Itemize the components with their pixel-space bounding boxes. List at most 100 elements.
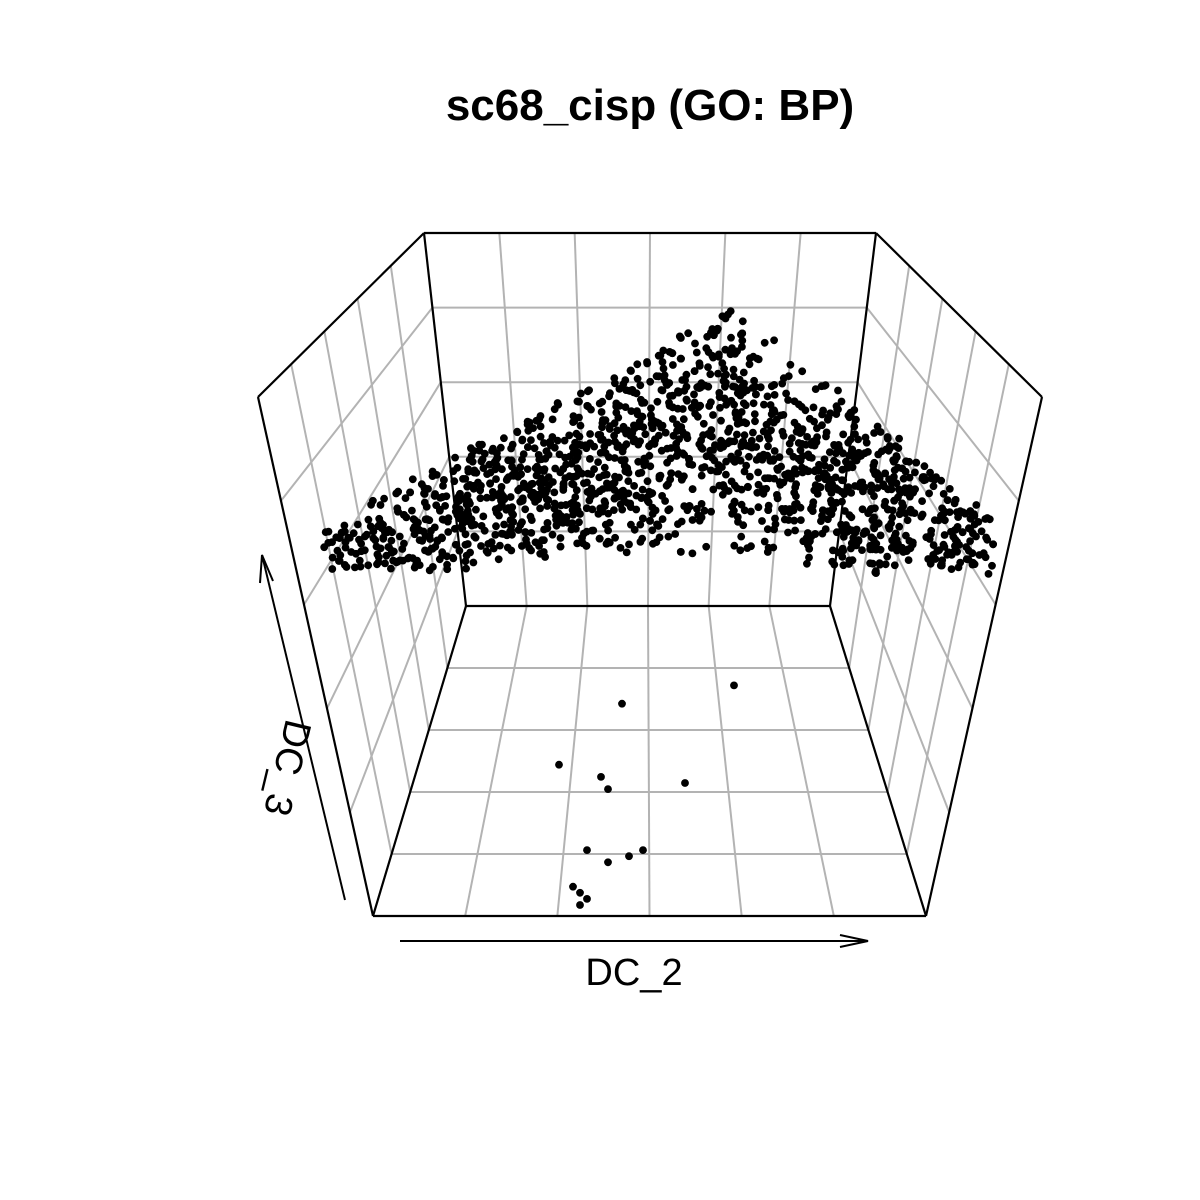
data-point — [549, 478, 557, 486]
data-point — [784, 396, 792, 404]
data-point — [541, 488, 550, 497]
data-point — [798, 440, 807, 448]
data-point — [617, 456, 626, 465]
data-point — [679, 415, 688, 424]
data-point — [848, 445, 857, 454]
data-point — [668, 391, 677, 400]
data-point — [768, 406, 777, 415]
data-point — [527, 436, 535, 444]
data-point — [336, 533, 344, 542]
data-point — [838, 544, 847, 553]
data-point — [516, 497, 525, 506]
data-point — [646, 517, 654, 525]
data-point — [522, 540, 531, 548]
data-point — [603, 538, 612, 547]
data-point — [821, 475, 830, 484]
data-point — [658, 492, 666, 500]
data-point — [845, 451, 854, 460]
data-point — [773, 491, 781, 499]
data-point — [852, 415, 860, 424]
data-point — [862, 438, 871, 447]
data-point — [542, 495, 551, 504]
data-point — [643, 359, 652, 368]
data-point — [977, 527, 986, 536]
data-point — [642, 493, 651, 502]
data-point — [648, 503, 657, 512]
data-point — [492, 522, 500, 531]
data-point — [458, 519, 467, 528]
data-point — [381, 559, 389, 568]
data-point — [883, 552, 892, 561]
data-point — [463, 491, 472, 500]
data-point — [867, 533, 876, 542]
data-point — [725, 424, 734, 433]
data-point — [410, 530, 419, 539]
data-point — [597, 773, 605, 781]
data-point — [672, 452, 681, 460]
data-point — [794, 400, 803, 409]
data-point — [852, 456, 861, 465]
data-point — [732, 455, 741, 464]
data-point — [576, 510, 584, 518]
data-point — [610, 506, 618, 514]
data-point — [854, 448, 863, 457]
data-point — [381, 528, 389, 537]
data-point — [427, 527, 435, 535]
data-point — [682, 431, 691, 439]
data-point — [858, 546, 866, 554]
data-point — [754, 503, 763, 512]
data-point — [791, 500, 799, 509]
data-point — [691, 339, 699, 348]
data-point — [550, 443, 559, 452]
data-point — [459, 475, 467, 483]
data-point — [462, 564, 470, 573]
data-point — [902, 547, 911, 555]
data-point — [876, 531, 885, 540]
data-point — [911, 468, 919, 477]
grid-line — [647, 605, 651, 917]
data-point — [470, 468, 479, 477]
data-point — [739, 399, 748, 408]
data-point — [626, 386, 634, 395]
data-point — [527, 480, 536, 489]
data-point — [349, 529, 358, 538]
data-point — [820, 382, 829, 390]
box-edge — [875, 232, 1043, 398]
data-point — [779, 507, 788, 516]
data-point — [887, 479, 896, 488]
data-point — [567, 525, 576, 534]
data-point — [556, 542, 565, 551]
data-point — [600, 442, 609, 451]
data-point — [851, 482, 859, 490]
data-point — [860, 527, 869, 536]
data-point — [845, 560, 853, 568]
data-point — [943, 496, 952, 504]
data-point — [899, 474, 908, 483]
data-point — [538, 536, 546, 545]
data-point — [958, 528, 967, 537]
data-point — [388, 528, 396, 537]
data-point — [519, 450, 528, 458]
data-point — [770, 447, 779, 455]
data-point — [870, 429, 878, 437]
data-point — [653, 397, 662, 406]
data-point — [709, 485, 718, 494]
data-point — [583, 402, 592, 410]
data-point — [588, 505, 597, 514]
data-point — [560, 436, 569, 445]
data-point — [966, 537, 974, 545]
data-point — [641, 430, 650, 439]
data-point — [866, 545, 875, 554]
data-point — [720, 364, 728, 373]
data-point — [496, 443, 505, 452]
data-point — [357, 539, 365, 548]
data-point — [778, 427, 787, 436]
data-point — [554, 514, 563, 523]
data-point — [361, 532, 369, 541]
data-point — [675, 332, 684, 341]
data-point — [881, 497, 890, 506]
data-point — [506, 516, 515, 524]
data-point — [469, 558, 478, 567]
data-point — [364, 515, 373, 524]
data-point — [730, 681, 738, 690]
